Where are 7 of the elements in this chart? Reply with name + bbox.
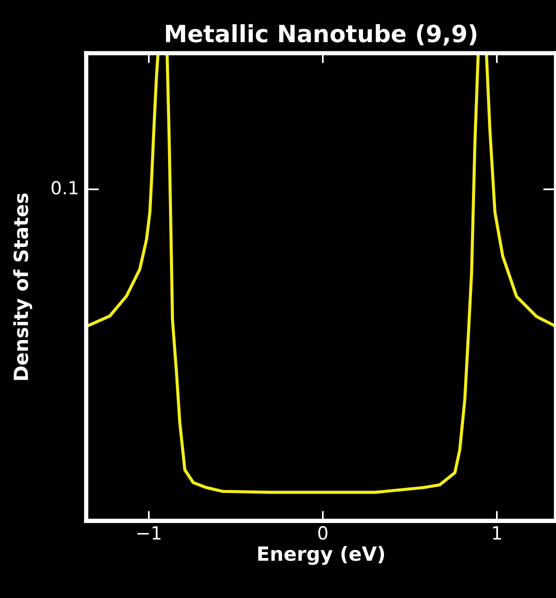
text: 0.1	[52, 180, 78, 195]
x-tick-label: 1	[493, 526, 501, 540]
x-tick-label: −1	[137, 526, 160, 540]
y-axis-title: Density of States	[13, 193, 32, 380]
chart-title: Metallic Nanotube (9,9)	[166, 24, 476, 46]
x-axis-title: Energy (eV)	[258, 546, 384, 565]
x-tick-label: 0	[318, 526, 328, 540]
